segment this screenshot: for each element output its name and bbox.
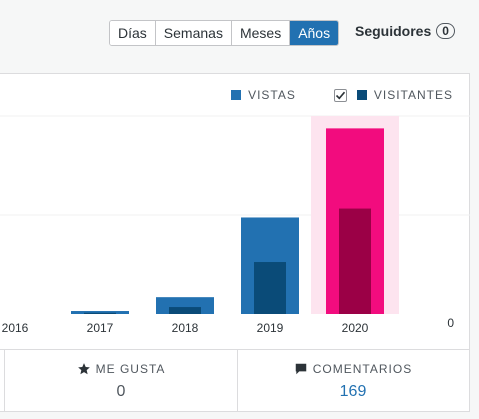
period-tab-days[interactable]: Días: [110, 21, 156, 45]
stats-chart-card: 2016 2017 2018 2019 2020 0 VISTAS VISITANTES: [0, 73, 470, 349]
period-tab-weeks[interactable]: Semanas: [155, 21, 232, 45]
likes-label: ME GUSTA: [95, 362, 166, 376]
comments-value[interactable]: 169: [339, 383, 367, 400]
legend-visitors-label: VISITANTES: [373, 88, 453, 102]
likes-value: 0: [116, 383, 126, 400]
legend-visitors[interactable]: VISITANTES: [333, 88, 453, 102]
x-tick-2016: 2016: [2, 321, 29, 335]
visitors-checkbox[interactable]: [333, 88, 347, 102]
legend-views-label: VISTAS: [248, 88, 296, 102]
x-tick-2020: 2020: [342, 321, 369, 335]
period-tab-months[interactable]: Meses: [231, 21, 291, 45]
followers-link[interactable]: Seguidores 0: [355, 23, 455, 39]
summary-stats-row: ME GUSTA 0 COMENTARIOS 169: [0, 349, 470, 412]
bar-views-2017: [71, 311, 129, 314]
x-tick-2017: 2017: [87, 321, 114, 335]
stat-likes: ME GUSTA 0: [5, 350, 238, 411]
star-icon: [77, 363, 90, 375]
bar-visitors-2020: [339, 208, 371, 314]
period-selector: Días Semanas Meses Años: [109, 20, 340, 46]
checkmark-icon: [335, 91, 345, 99]
bar-visitors-2017: [84, 312, 116, 314]
legend-visitors-swatch: [356, 90, 367, 100]
stat-cell-partial: [0, 350, 5, 411]
stat-comments: COMENTARIOS 169: [238, 350, 468, 411]
bar-chart: 2016 2017 2018 2019 2020 0: [0, 115, 470, 335]
comments-label: COMENTARIOS: [312, 362, 413, 376]
bar-visitors-2019: [254, 262, 286, 314]
followers-count-badge: 0: [436, 23, 455, 39]
x-tick-2019: 2019: [257, 321, 284, 335]
x-tick-2018: 2018: [172, 321, 199, 335]
legend-views: VISTAS: [231, 88, 296, 102]
followers-label: Seguidores: [355, 23, 432, 39]
bar-visitors-2018: [169, 307, 201, 314]
y-tick-label-0: 0: [447, 316, 454, 330]
chart-legend: VISTAS VISITANTES: [193, 88, 453, 102]
period-tab-years[interactable]: Años: [290, 21, 339, 45]
comment-icon: [295, 363, 307, 375]
legend-views-swatch: [231, 90, 242, 100]
